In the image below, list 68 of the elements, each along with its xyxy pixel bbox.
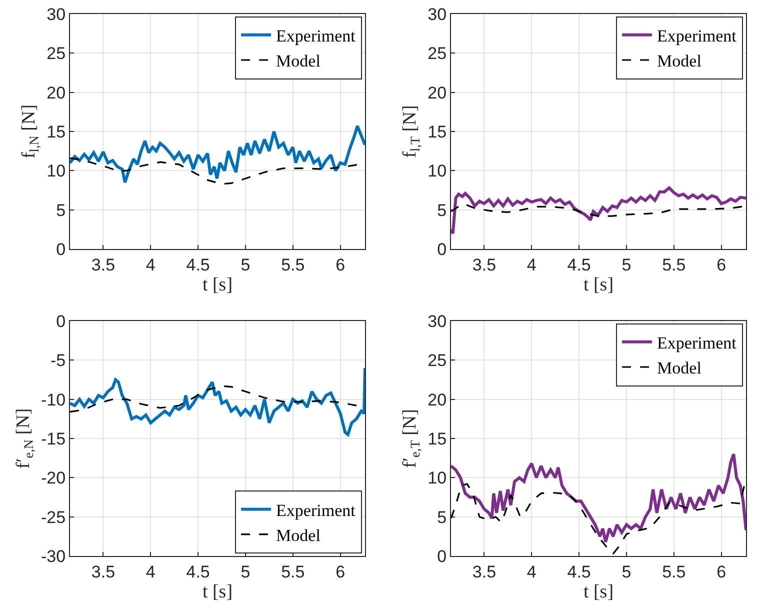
line-series (70, 124, 365, 184)
x-axis-title: t [s] (583, 274, 614, 296)
y-tick-label: 10 (428, 468, 447, 488)
y-tick-label: -20 (41, 468, 66, 488)
y-tick-label: 25 (428, 44, 447, 64)
y-tick-label: 25 (428, 351, 447, 370)
y-tick-label: -10 (41, 390, 66, 410)
x-tick-label: 5.5 (281, 562, 305, 582)
x-tick-label: 5 (622, 562, 632, 582)
x-tick-label: 5.5 (281, 255, 305, 274)
x-tick-label: 6 (716, 255, 726, 274)
x-tick-label: 4.5 (186, 255, 210, 274)
x-tick-label: 5 (240, 255, 250, 274)
x-tick-label: 5 (240, 562, 250, 582)
x-tick-label: 6 (336, 562, 346, 582)
x-tick-label: 3.5 (91, 255, 116, 274)
y-tick-label: 30 (428, 312, 447, 331)
x-tick-label: 4.5 (567, 255, 591, 274)
line-series (70, 366, 365, 436)
y-tick-label: 15 (428, 122, 447, 142)
y-tick-label: -15 (41, 429, 66, 448)
legend-label: Model (276, 52, 321, 71)
x-tick-label: 5.5 (662, 562, 686, 582)
y-tick-label: -30 (41, 546, 66, 566)
y-tick-label: -25 (41, 508, 66, 527)
y-tick-label: 5 (437, 508, 447, 527)
x-tick-label: 3.5 (472, 562, 496, 582)
x-tick-label: 6 (336, 255, 346, 274)
legend-label: Model (657, 358, 702, 378)
x-tick-label: 4 (146, 562, 156, 582)
legend-label: Experiment (276, 500, 356, 520)
y-tick-label: 25 (46, 44, 66, 64)
y-tick-label: 20 (46, 83, 66, 102)
y-tick-label: 15 (428, 429, 447, 448)
legend-label: Experiment (657, 334, 737, 353)
y-tick-label: 10 (428, 162, 447, 181)
y-tick-label: 30 (428, 4, 447, 24)
x-tick-label: 4.5 (567, 562, 591, 582)
line-series (451, 452, 746, 544)
x-axis-title: t [s] (583, 581, 614, 602)
y-tick-label: 30 (46, 4, 66, 24)
x-tick-label: 5 (622, 255, 632, 274)
x-tick-label: 4.5 (186, 562, 210, 582)
x-tick-label: 5.5 (662, 255, 686, 274)
y-tick-label: 0 (56, 240, 66, 259)
x-axis-title: t [s] (202, 581, 233, 602)
line-series (451, 186, 746, 235)
x-tick-label: 4 (526, 255, 536, 274)
y-tick-label: 20 (428, 83, 447, 102)
x-axis-title: t [s] (202, 274, 233, 296)
y-tick-label: 0 (437, 240, 447, 259)
y-tick-label: 20 (428, 390, 447, 410)
legend-label: Model (657, 52, 702, 71)
legend-label: Model (276, 526, 321, 545)
x-tick-label: 6 (716, 562, 726, 582)
y-tick-label: 15 (46, 122, 66, 142)
y-tick-label: 0 (437, 546, 447, 566)
x-tick-label: 3.5 (91, 562, 116, 582)
x-tick-label: 4 (526, 562, 536, 582)
legend-label: Experiment (657, 26, 737, 46)
y-tick-label: -5 (50, 351, 66, 370)
y-tick-label: 10 (46, 162, 66, 181)
legend-label: Experiment (276, 26, 356, 46)
x-tick-label: 3.5 (472, 255, 496, 274)
x-tick-label: 4 (146, 255, 156, 274)
y-tick-label: 5 (56, 200, 66, 220)
y-tick-label: 5 (437, 200, 447, 220)
y-tick-label: 0 (56, 312, 66, 331)
